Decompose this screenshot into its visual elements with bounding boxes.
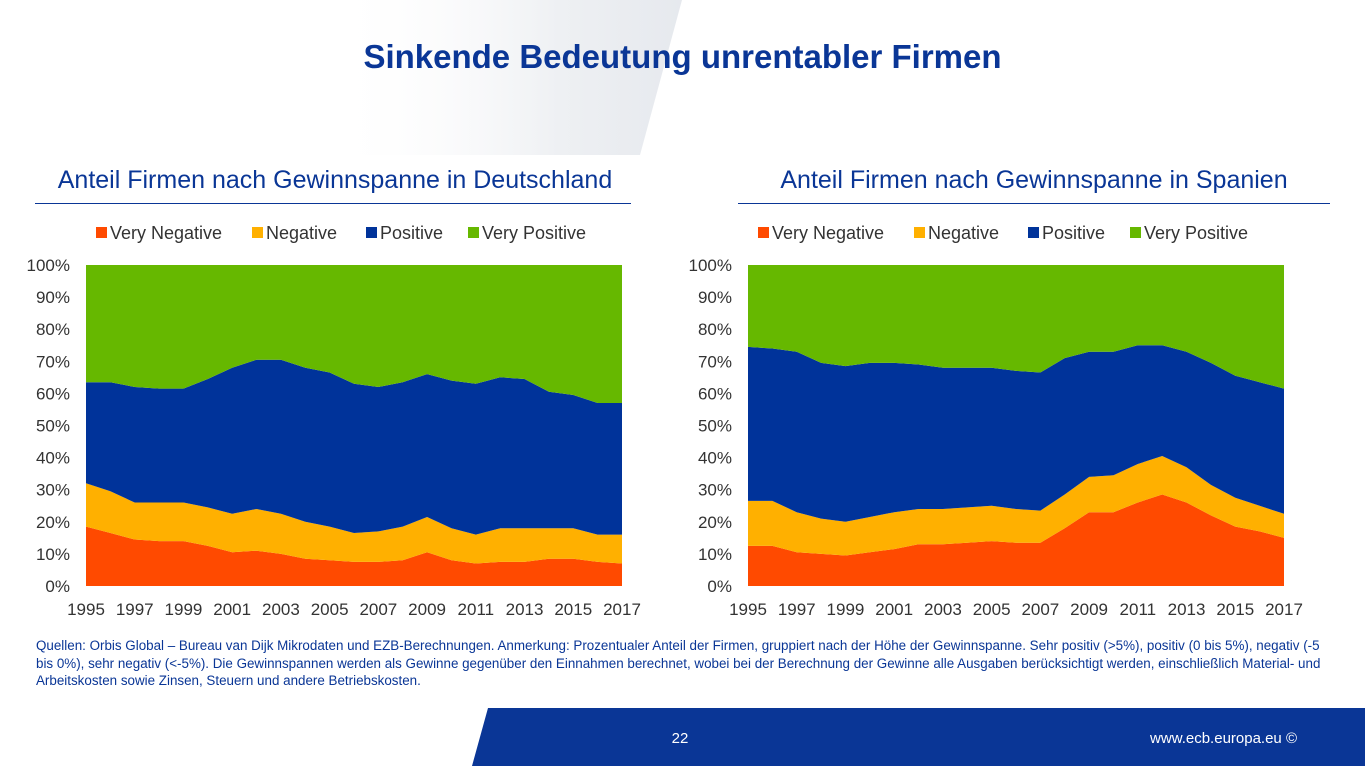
y-tick-label: 100% — [27, 256, 70, 275]
x-tick-label: 2007 — [1021, 600, 1059, 619]
y-tick-label: 70% — [36, 352, 70, 371]
x-tick-label: 1995 — [729, 600, 767, 619]
legend-swatch-2 — [1028, 227, 1039, 238]
legend-swatch-1 — [252, 227, 263, 238]
chart-germany: 0% 10% 20% 30% 40% 50% 60% 70% 80% 90% 100% 1995 199… — [27, 223, 641, 619]
x-tick-label: 2001 — [875, 600, 913, 619]
y-tick-label: 10% — [36, 545, 70, 564]
y-tick-label: 10% — [698, 545, 732, 564]
x-tick-label: 2017 — [1265, 600, 1303, 619]
y-tick-label: 40% — [36, 449, 70, 468]
y-tick-label: 50% — [698, 417, 732, 436]
legend-label-3: Very Positive — [482, 223, 586, 243]
y-tick-label: 90% — [698, 288, 732, 307]
y-tick-label: 0% — [707, 577, 732, 596]
chart-title-spain: Anteil Firmen nach Gewinnspanne in Spani… — [780, 166, 1288, 194]
x-tick-label: 2015 — [1216, 600, 1254, 619]
legend-swatch-1 — [914, 227, 925, 238]
area-series-0 — [748, 494, 1284, 586]
x-tick-label: 1997 — [778, 600, 816, 619]
x-tick-label: 2007 — [359, 600, 397, 619]
footnote: Quellen: Orbis Global – Bureau van Dijk … — [36, 638, 1321, 688]
y-tick-label: 90% — [36, 288, 70, 307]
x-tick-label: 2009 — [1070, 600, 1108, 619]
legend-label-1: Negative — [266, 223, 337, 243]
legend-swatch-0 — [758, 227, 769, 238]
x-tick-label: 2009 — [408, 600, 446, 619]
chart-spain: 0% 10% 20% 30% 40% 50% 60% 70% 80% 90% 100% 1995 199… — [689, 223, 1303, 619]
legend-swatch-3 — [468, 227, 479, 238]
legend-label-2: Positive — [1042, 223, 1105, 243]
slide-title: Sinkende Bedeutung unrentabler Firmen — [363, 38, 1002, 75]
legend-label-1: Negative — [928, 223, 999, 243]
legend-label-3: Very Positive — [1144, 223, 1248, 243]
x-tick-label: 1999 — [165, 600, 203, 619]
x-tick-label: 2017 — [603, 600, 641, 619]
footer-band — [472, 708, 1365, 766]
y-tick-label: 60% — [698, 384, 732, 403]
y-tick-label: 0% — [45, 577, 70, 596]
x-tick-label: 2015 — [554, 600, 592, 619]
y-tick-label: 80% — [36, 320, 70, 339]
area-series-1 — [86, 483, 622, 564]
y-tick-label: 80% — [698, 320, 732, 339]
y-tick-label: 30% — [698, 481, 732, 500]
x-tick-label: 1997 — [116, 600, 154, 619]
y-tick-label: 30% — [36, 481, 70, 500]
area-series-3 — [86, 265, 622, 403]
y-tick-label: 50% — [36, 417, 70, 436]
x-tick-label: 2011 — [1120, 600, 1157, 619]
legend-swatch-0 — [96, 227, 107, 238]
y-tick-label: 20% — [698, 513, 732, 532]
x-tick-label: 2003 — [924, 600, 962, 619]
footer-bar — [472, 708, 1365, 766]
legend-label-2: Positive — [380, 223, 443, 243]
chart-title-germany: Anteil Firmen nach Gewinnspanne in Deuts… — [57, 166, 613, 194]
y-tick-label: 100% — [689, 256, 732, 275]
x-tick-label: 2001 — [213, 600, 251, 619]
area-series-3 — [748, 265, 1284, 389]
area-series-1 — [748, 456, 1284, 556]
x-tick-label: 2013 — [506, 600, 544, 619]
y-tick-label: 40% — [698, 449, 732, 468]
chart-title-rule-germany — [35, 203, 631, 204]
x-tick-label: 2013 — [1168, 600, 1206, 619]
legend-swatch-3 — [1130, 227, 1141, 238]
footer-url: www.ecb.europa.eu © — [1150, 730, 1297, 747]
y-tick-label: 20% — [36, 513, 70, 532]
x-tick-label: 2005 — [973, 600, 1011, 619]
legend-swatch-2 — [366, 227, 377, 238]
chart-title-rule-spain — [738, 203, 1330, 204]
x-tick-label: 1995 — [67, 600, 105, 619]
y-tick-label: 70% — [698, 352, 732, 371]
area-series-0 — [86, 526, 622, 586]
legend-label-0: Very Negative — [772, 223, 884, 243]
y-tick-label: 60% — [36, 384, 70, 403]
legend-label-0: Very Negative — [110, 223, 222, 243]
x-tick-label: 2003 — [262, 600, 300, 619]
area-series-2 — [748, 345, 1284, 522]
x-tick-label: 1999 — [827, 600, 865, 619]
x-tick-label: 2005 — [311, 600, 349, 619]
page-number: 22 — [671, 730, 689, 747]
x-tick-label: 2011 — [458, 600, 495, 619]
area-series-2 — [86, 359, 622, 535]
